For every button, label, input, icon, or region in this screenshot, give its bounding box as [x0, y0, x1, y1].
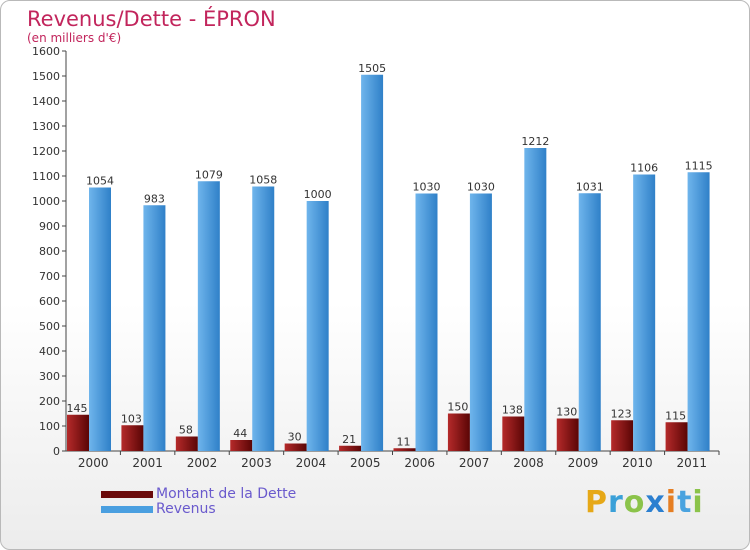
y-tick-label: 200: [39, 395, 60, 408]
y-tick-label: 700: [39, 270, 60, 283]
logo-letter: r: [608, 485, 624, 520]
logo-letter: P: [585, 485, 608, 520]
data-label-debt: 58: [179, 424, 193, 437]
data-label-debt: 123: [611, 407, 632, 420]
y-tick-label: 1200: [32, 145, 60, 158]
y-tick-label: 1000: [32, 195, 60, 208]
bar-debt: [67, 414, 89, 451]
data-label-debt: 44: [233, 427, 247, 440]
x-tick-label: 2009: [568, 456, 599, 470]
y-tick-label: 1300: [32, 120, 60, 133]
x-tick-label: 2010: [622, 456, 653, 470]
bar-revenue: [469, 193, 492, 451]
bar-revenue: [252, 186, 275, 451]
y-tick-label: 800: [39, 245, 60, 258]
bar-revenue: [633, 174, 656, 451]
chart-subtitle: (en milliers d'€): [27, 31, 122, 45]
data-label-revenue: 1030: [467, 181, 495, 194]
x-tick-label: 2007: [459, 456, 490, 470]
data-label-debt: 145: [67, 402, 88, 415]
y-tick-label: 900: [39, 220, 60, 233]
bar-debt: [284, 443, 307, 451]
bar-revenue: [524, 148, 547, 451]
bar-debt: [121, 425, 144, 451]
y-tick-label: 1600: [32, 45, 60, 58]
bar-debt: [230, 440, 253, 451]
bar-revenue: [687, 172, 710, 451]
bar-revenue: [306, 201, 329, 451]
legend-swatch-revenue: [101, 506, 153, 513]
y-tick-label: 100: [39, 420, 60, 433]
proxiti-logo: Proxiti: [585, 485, 704, 520]
bar-debt: [556, 418, 579, 451]
bar-debt: [175, 436, 198, 451]
data-label-debt: 103: [121, 412, 142, 425]
x-tick-label: 2001: [132, 456, 163, 470]
x-tick-label: 2005: [350, 456, 381, 470]
bar-revenue: [361, 74, 384, 451]
y-tick-label: 400: [39, 345, 60, 358]
bar-debt: [447, 413, 470, 451]
data-label-debt: 138: [502, 404, 523, 417]
data-label-debt: 150: [447, 401, 468, 414]
data-label-revenue: 1115: [685, 159, 713, 172]
data-label-debt: 21: [342, 433, 356, 446]
data-label-revenue: 983: [144, 192, 165, 205]
bar-revenue: [89, 187, 111, 451]
bar-debt: [393, 448, 416, 451]
data-label-revenue: 1031: [576, 180, 604, 193]
data-label-revenue: 1054: [86, 175, 114, 188]
legend-label-debt: Montant de la Dette: [156, 486, 297, 502]
data-label-revenue: 1000: [304, 188, 332, 201]
data-label-debt: 130: [556, 406, 577, 419]
y-tick-label: 1500: [32, 70, 60, 83]
x-tick-label: 2000: [78, 456, 109, 470]
y-tick-label: 0: [53, 445, 60, 458]
logo-letter: t: [677, 485, 693, 520]
data-label-revenue: 1079: [195, 168, 223, 181]
bar-revenue: [415, 193, 438, 451]
data-label-revenue: 1212: [521, 135, 549, 148]
y-tick-label: 500: [39, 320, 60, 333]
x-tick-label: 2008: [513, 456, 544, 470]
bar-debt: [502, 416, 525, 451]
data-label-revenue: 1030: [413, 181, 441, 194]
x-tick-label: 2004: [296, 456, 327, 470]
legend-swatch-debt: [101, 491, 153, 498]
data-label-debt: 115: [665, 409, 686, 422]
bar-revenue: [197, 181, 220, 451]
y-tick-label: 1100: [32, 170, 60, 183]
data-label-debt: 11: [397, 435, 411, 448]
bar-debt: [665, 422, 688, 451]
data-label-revenue: 1058: [249, 174, 277, 187]
data-label-debt: 30: [288, 431, 302, 444]
logo-letter: i: [665, 485, 678, 520]
bar-debt: [339, 445, 362, 451]
data-label-revenue: 1505: [358, 62, 386, 75]
logo-letter: x: [645, 485, 666, 520]
y-tick-label: 300: [39, 370, 60, 383]
chart-title: Revenus/Dette - ÉPRON: [27, 7, 276, 31]
bar-debt: [611, 420, 634, 451]
x-tick-label: 2011: [677, 456, 708, 470]
data-label-revenue: 1106: [630, 162, 658, 175]
logo-letter: o: [623, 485, 646, 520]
y-tick-label: 1400: [32, 95, 60, 108]
x-tick-label: 2002: [187, 456, 218, 470]
bar-revenue: [578, 193, 601, 451]
legend-label-revenue: Revenus: [156, 501, 216, 517]
y-tick-label: 600: [39, 295, 60, 308]
logo-letter: i: [692, 485, 704, 520]
x-tick-label: 2006: [404, 456, 435, 470]
bar-revenue: [143, 205, 166, 451]
x-tick-label: 2003: [241, 456, 272, 470]
